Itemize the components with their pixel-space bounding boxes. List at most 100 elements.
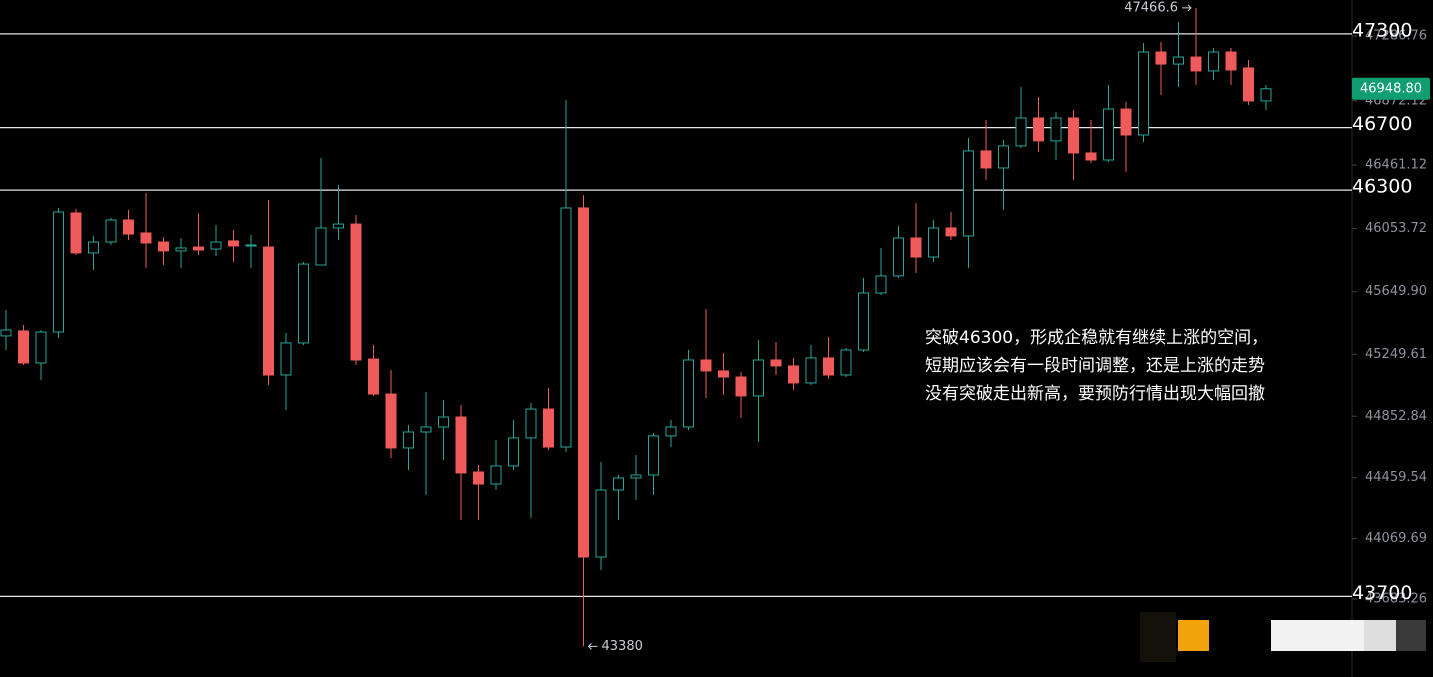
candle-body xyxy=(805,357,817,384)
candle-body xyxy=(718,370,729,378)
watermark-block xyxy=(1364,620,1396,651)
candle-body xyxy=(1050,117,1062,142)
candle-body xyxy=(403,431,414,449)
candle-body xyxy=(263,246,274,376)
candle-body xyxy=(385,393,397,449)
candle-body xyxy=(525,408,537,439)
candle-body xyxy=(1243,67,1254,102)
high-label: 47466.6 xyxy=(1124,0,1178,15)
candle-body xyxy=(193,246,204,251)
candle-body xyxy=(455,416,467,474)
candle-body xyxy=(1155,51,1167,65)
candle-body xyxy=(998,145,1009,169)
low-arrow xyxy=(587,643,598,650)
candle-body xyxy=(910,237,922,258)
candle-body xyxy=(158,241,169,252)
candle-body xyxy=(1260,88,1272,102)
candle-body xyxy=(368,358,379,395)
candle-body xyxy=(53,211,64,333)
watermark-block xyxy=(1178,620,1209,651)
candle-body xyxy=(700,359,712,372)
candle-body xyxy=(893,237,904,277)
y-tick-label: 45649.90 xyxy=(1365,284,1427,299)
candle-body xyxy=(490,465,502,485)
candle-body xyxy=(945,227,957,237)
watermark xyxy=(1140,612,1426,662)
candle-body xyxy=(280,342,292,376)
candle-body xyxy=(70,212,82,254)
candle-body xyxy=(840,349,852,376)
price-tag: 46948.80 xyxy=(1360,81,1422,96)
candle-body xyxy=(298,263,309,344)
y-tick-label: 43683.26 xyxy=(1365,591,1427,606)
candle-body xyxy=(508,437,519,467)
candle-body xyxy=(1085,152,1097,161)
candle-body xyxy=(1103,108,1114,161)
candle-body xyxy=(315,227,327,266)
candle-body xyxy=(245,244,257,247)
annotation-line: 没有突破走出新高，要预防行情出现大幅回撤 xyxy=(925,384,1265,404)
candle-body xyxy=(1015,117,1027,147)
candle-body xyxy=(665,426,677,437)
level-label: 46300 xyxy=(1352,176,1412,198)
y-tick-label: 47286.76 xyxy=(1365,28,1427,43)
level-label: 46700 xyxy=(1352,113,1412,135)
candle-body xyxy=(0,329,12,337)
candle-body xyxy=(18,330,29,364)
candle-body xyxy=(770,359,782,367)
candle-body xyxy=(735,376,747,397)
candle-body xyxy=(140,232,152,244)
level-label: 43700 xyxy=(1352,582,1412,604)
candle-body xyxy=(175,247,187,252)
candle-body xyxy=(1208,51,1219,72)
watermark-block xyxy=(1396,620,1426,651)
candle-body xyxy=(88,241,99,254)
candle-body xyxy=(928,227,939,258)
candle-body xyxy=(1190,56,1202,72)
candle-body xyxy=(420,426,432,433)
candle-body xyxy=(35,331,47,364)
candle-body xyxy=(963,150,974,237)
candle-body xyxy=(613,477,624,491)
candle-body xyxy=(350,223,362,361)
watermark-shade xyxy=(1140,612,1176,662)
annotation-line: 短期应该会有一段时间调整，还是上涨的走势 xyxy=(925,356,1265,376)
candle-body xyxy=(560,207,572,448)
candle-body xyxy=(1173,56,1184,65)
candle-body xyxy=(683,359,694,428)
price-tag-bg xyxy=(1352,77,1430,100)
candle-body xyxy=(1225,51,1237,71)
candle-body xyxy=(1138,51,1149,136)
candle-body xyxy=(980,150,992,169)
candle-body xyxy=(123,219,134,235)
candle-body xyxy=(1033,117,1044,142)
candle-body xyxy=(473,471,484,485)
candle-body xyxy=(543,408,554,448)
level-label: 47300 xyxy=(1352,19,1412,41)
candle-body xyxy=(648,435,659,476)
y-tick-label: 46461.12 xyxy=(1365,157,1427,172)
candle-body xyxy=(630,474,642,479)
candle-body xyxy=(105,219,117,243)
candle-body xyxy=(753,359,764,397)
y-tick-label: 44069.69 xyxy=(1365,531,1427,546)
candle-body xyxy=(875,275,887,294)
candle-body xyxy=(823,357,834,376)
high-arrow xyxy=(1182,4,1192,12)
y-tick-label: 44459.54 xyxy=(1365,470,1427,485)
candle-body xyxy=(858,292,869,351)
watermark-block xyxy=(1271,620,1364,651)
candle-body xyxy=(228,240,239,247)
candle-body xyxy=(595,489,607,558)
candle-body xyxy=(333,223,344,229)
candle-body xyxy=(578,207,589,558)
candle-body xyxy=(438,416,449,428)
candle-body xyxy=(210,241,222,250)
candle-body xyxy=(1120,108,1132,136)
y-tick-label: 45249.61 xyxy=(1365,347,1427,362)
annotation-line: 突破46300，形成企稳就有继续上涨的空间， xyxy=(925,328,1268,348)
candle-body xyxy=(1068,117,1079,154)
y-tick-label: 46053.72 xyxy=(1365,221,1427,236)
